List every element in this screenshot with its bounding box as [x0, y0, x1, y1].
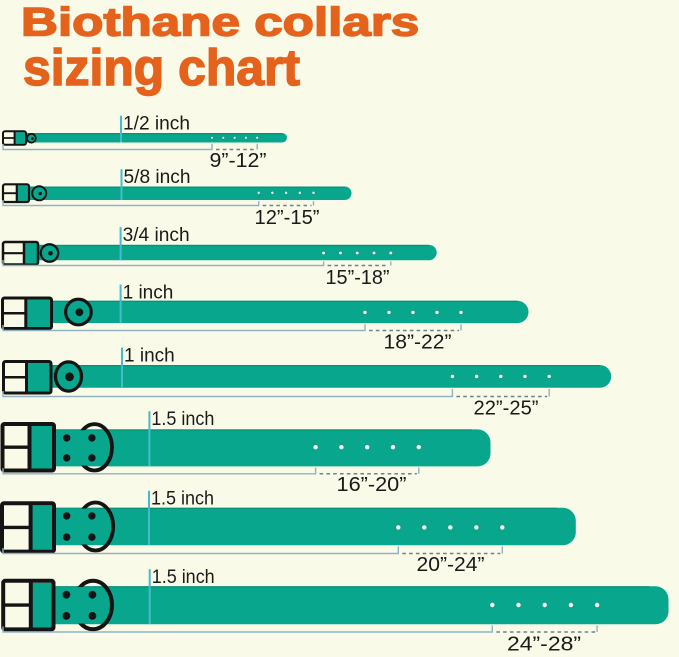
- svg-text:15”-18”: 15”-18”: [326, 267, 390, 289]
- svg-text:1.5 inch: 1.5 inch: [152, 567, 215, 588]
- svg-text:sizing chart: sizing chart: [23, 39, 300, 96]
- svg-text:12”-15”: 12”-15”: [255, 207, 320, 229]
- svg-text:16”-20”: 16”-20”: [337, 474, 407, 496]
- svg-text:1.5 inch: 1.5 inch: [151, 489, 214, 510]
- svg-text:22”-25”: 22”-25”: [474, 398, 539, 420]
- svg-text:1/2 inch: 1/2 inch: [123, 114, 190, 135]
- svg-text:1.5 inch: 1.5 inch: [151, 409, 214, 430]
- svg-text:1 inch: 1 inch: [124, 345, 175, 366]
- svg-text:24”-28”: 24”-28”: [507, 634, 581, 653]
- svg-text:3/4 inch: 3/4 inch: [123, 225, 190, 246]
- svg-text:Biothane collars: Biothane collars: [21, 0, 419, 44]
- svg-text:9”-12”: 9”-12”: [210, 150, 267, 172]
- svg-text:5/8 inch: 5/8 inch: [124, 167, 191, 188]
- svg-text:20”-24”: 20”-24”: [417, 554, 485, 576]
- svg-text:1 inch: 1 inch: [123, 282, 174, 303]
- svg-text:18”-22”: 18”-22”: [384, 332, 452, 354]
